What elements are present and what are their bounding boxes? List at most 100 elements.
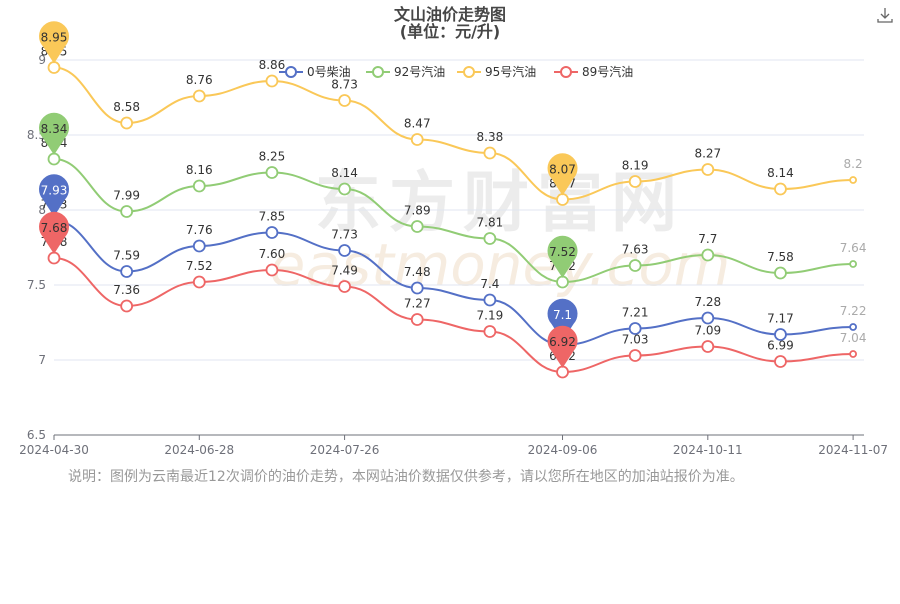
marker-pin-label: 7.93 xyxy=(41,184,68,198)
data-label: 8.2 xyxy=(844,157,863,171)
data-label: 7.64 xyxy=(840,241,867,255)
data-point xyxy=(265,226,279,239)
data-point xyxy=(120,116,134,130)
data-point xyxy=(701,311,715,325)
marker-pin-label: 8.07 xyxy=(549,163,576,177)
data-label: 7.03 xyxy=(622,333,649,347)
chart-subtitle: (单位：元/升) xyxy=(400,22,500,41)
data-label: 8.38 xyxy=(477,130,504,144)
legend-label: 92号汽油 xyxy=(394,64,445,79)
data-point xyxy=(628,349,642,362)
data-point xyxy=(483,146,497,160)
marker-pin xyxy=(547,235,578,278)
data-label: 7.7 xyxy=(698,232,717,246)
data-label: 7.99 xyxy=(113,189,140,203)
data-point xyxy=(47,61,61,74)
data-point xyxy=(774,266,787,280)
data-label: 8.14 xyxy=(767,166,794,180)
data-point xyxy=(701,163,715,176)
legend-label: 0号柴油 xyxy=(307,65,351,79)
data-point xyxy=(556,365,569,379)
data-point xyxy=(701,248,715,262)
data-point xyxy=(556,193,569,206)
x-tick-label: 2024-06-28 xyxy=(164,443,234,457)
data-point xyxy=(192,239,206,253)
data-point xyxy=(120,265,134,278)
y-tick-label: 9 xyxy=(38,53,46,67)
data-point xyxy=(47,251,61,265)
data-point xyxy=(849,323,858,331)
data-label: 7.81 xyxy=(477,216,504,230)
data-label: 7.28 xyxy=(694,295,721,309)
data-point xyxy=(774,355,787,368)
marker-pin xyxy=(547,298,578,341)
data-label: 7.49 xyxy=(331,264,358,278)
y-tick-label: 6.5 xyxy=(27,428,46,442)
marker-pin-label: 7.1 xyxy=(553,308,572,322)
data-point xyxy=(265,263,279,277)
data-label: 7.58 xyxy=(767,250,794,264)
data-point xyxy=(192,275,206,289)
data-point xyxy=(483,325,497,338)
data-point xyxy=(701,340,715,353)
x-tick-label: 2024-11-07 xyxy=(818,443,888,457)
marker-pin xyxy=(547,153,578,196)
data-point xyxy=(410,313,424,326)
y-tick-label: 7 xyxy=(38,353,46,367)
chart-title: 文山油价走势图 xyxy=(394,5,506,24)
data-label: 7.09 xyxy=(694,324,721,338)
data-point xyxy=(410,220,424,233)
data-point xyxy=(338,182,351,196)
data-label: 7.22 xyxy=(840,304,867,318)
download-icon[interactable] xyxy=(876,6,894,24)
data-point xyxy=(849,176,858,184)
data-point xyxy=(338,244,351,257)
data-label: 8.16 xyxy=(186,163,213,177)
data-point xyxy=(265,74,279,88)
data-point xyxy=(192,179,206,193)
data-point xyxy=(338,280,351,293)
y-tick-label: 8 xyxy=(38,203,46,217)
data-point xyxy=(628,259,642,272)
data-label: 7.36 xyxy=(113,283,140,297)
data-label: 7.27 xyxy=(404,297,431,311)
marker-pin-label: 7.68 xyxy=(41,221,68,235)
data-label: 8.25 xyxy=(259,150,286,164)
data-point xyxy=(849,260,858,268)
marker-pin xyxy=(39,112,69,155)
data-point xyxy=(849,350,858,358)
data-label: 7.76 xyxy=(186,223,213,237)
data-point xyxy=(483,293,497,307)
data-label: 8.76 xyxy=(186,73,213,87)
data-point xyxy=(338,94,351,107)
data-label: 7.17 xyxy=(767,312,794,326)
x-tick-label: 2024-10-11 xyxy=(673,443,743,457)
legend-marker xyxy=(372,66,384,78)
data-label: 7.73 xyxy=(331,228,358,242)
data-label: 8.14 xyxy=(331,166,358,180)
data-point xyxy=(120,299,134,313)
legend-marker xyxy=(560,66,572,78)
legend-marker xyxy=(285,66,297,78)
data-point xyxy=(774,182,787,196)
x-tick-label: 2024-04-30 xyxy=(19,443,89,457)
data-point xyxy=(192,89,206,103)
y-tick-label: 7.5 xyxy=(27,278,46,292)
data-label: 7.85 xyxy=(259,210,286,224)
legend-marker xyxy=(463,66,475,78)
data-label: 7.04 xyxy=(840,331,867,345)
x-tick-label: 2024-07-26 xyxy=(310,443,380,457)
data-point xyxy=(483,232,497,245)
marker-pin-label: 8.34 xyxy=(41,122,68,136)
data-label: 7.52 xyxy=(186,259,213,273)
data-label: 8.58 xyxy=(113,100,140,114)
data-point xyxy=(265,166,279,179)
legend-label: 89号汽油 xyxy=(582,64,633,79)
data-label: 7.19 xyxy=(477,309,504,323)
data-point xyxy=(556,275,569,289)
data-label: 7.21 xyxy=(622,306,649,320)
data-label: 7.48 xyxy=(404,265,431,279)
marker-pin xyxy=(39,174,69,217)
data-label: 8.73 xyxy=(331,78,358,92)
data-label: 7.63 xyxy=(622,243,649,257)
